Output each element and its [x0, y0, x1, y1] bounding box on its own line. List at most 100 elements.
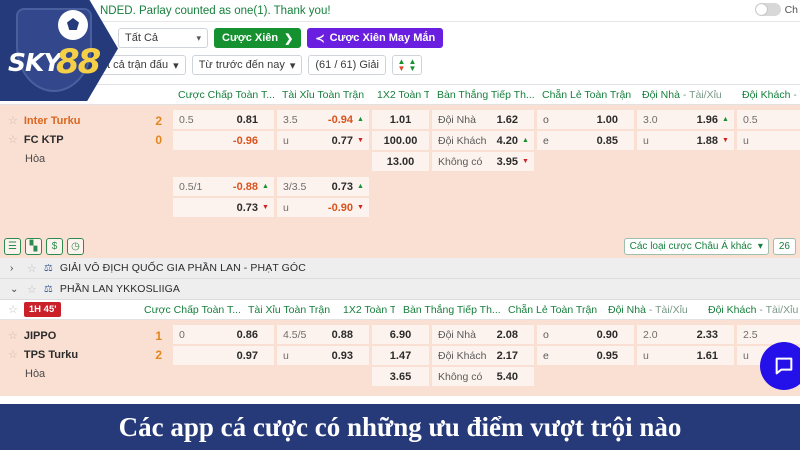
1x2-cell[interactable]: 3.65: [372, 367, 429, 386]
odds-value: 0.88: [331, 328, 353, 341]
notification-text: NDED. Parlay counted as one(1). Thank yo…: [100, 4, 331, 17]
away-over-under-cell[interactable]: u1: [737, 131, 800, 150]
next-goal-cell[interactable]: Không có 5.40: [432, 367, 534, 386]
odds-value: 0.73: [331, 180, 353, 193]
over-under-cell-2[interactable]: u -0.90 ▼: [277, 198, 369, 217]
asian-other-bets-select[interactable]: Các loại cược Châu Á khác ▾: [623, 238, 769, 255]
odd-even-cell[interactable]: e 0.85: [537, 131, 634, 150]
list-icon[interactable]: ☰: [4, 238, 21, 255]
home-over-under-cell[interactable]: 3.0 1.96 ▲: [637, 110, 734, 129]
lucky-parlay-button[interactable]: ≺ Cược Xiên May Mắn: [307, 28, 444, 48]
chat-button[interactable]: [760, 342, 800, 390]
odds-value: 1.88: [696, 134, 718, 147]
favorite-star-icon[interactable]: ☆: [27, 283, 37, 296]
odds-header-row-1: Cược Chấp Toàn T... Tài Xỉu Toàn Trận 1X2 …: [0, 85, 800, 105]
column-header-1: Tài Xỉu Toàn Trận: [248, 303, 331, 316]
chat-bubble-icon: [775, 357, 793, 375]
odds-value: -0.94: [327, 113, 353, 126]
arrow-down-icon: ▼: [522, 158, 529, 165]
next-goal-cell[interactable]: Đội Khách 4.20 ▲: [432, 131, 534, 150]
next-goal-cell[interactable]: Đội Nhà 2.08: [432, 325, 534, 344]
next-goal-column: Đội Nhà 2.08 Đội Khách 2.17 Không có 5.40: [429, 320, 534, 386]
match-1-home-line: ☆ Inter Turku 2: [8, 111, 162, 130]
over-under-cell[interactable]: u 0.77 ▼: [277, 131, 369, 150]
odds-label: Đội Khách: [438, 134, 487, 147]
trophy-icon: ⚖: [43, 262, 53, 274]
away-over-under-cell[interactable]: 0.52: [737, 110, 800, 129]
match-2-home-name: JIPPO: [23, 329, 57, 342]
odds-value: 1.00: [596, 113, 618, 126]
all-select[interactable]: Tất Cả ▾: [118, 28, 208, 48]
time-range-select[interactable]: Từ trước đến nay ▾: [191, 55, 303, 75]
chevron-right-icon[interactable]: ›: [10, 262, 14, 274]
odds-value: 1.61: [696, 349, 718, 362]
favorite-star-icon[interactable]: ☆: [8, 330, 18, 342]
arrow-up-icon: ▲: [357, 183, 364, 190]
toggle-switch[interactable]: [754, 3, 781, 16]
dollar-icon[interactable]: $: [46, 238, 63, 255]
1x2-cell[interactable]: 1.47: [372, 346, 429, 365]
odd-even-cell[interactable]: o 1.00: [537, 110, 634, 129]
toolbar-partial-select[interactable]: 26: [772, 238, 796, 255]
over-under-cell[interactable]: 4.5/5 0.88: [277, 325, 369, 344]
odd-even-cell[interactable]: e 0.95: [537, 346, 634, 365]
match-2-home-line: ☆ JIPPO 1: [8, 326, 162, 345]
odds-line: u: [283, 349, 289, 362]
next-goal-cell[interactable]: Không có 3.95 ▼: [432, 152, 534, 171]
over-under-cell-2[interactable]: 3/3.5 0.73 ▲: [277, 177, 369, 196]
leagues-count-button[interactable]: (61 / 61) Giải: [308, 55, 386, 75]
arrow-down-icon: ▼: [357, 137, 364, 144]
next-goal-cell[interactable]: Đội Nhà 1.62: [432, 110, 534, 129]
match-2-away-score: 2: [155, 347, 162, 362]
home-over-under-cell[interactable]: u 1.61: [637, 346, 734, 365]
chevron-down-icon: ▾: [289, 59, 296, 72]
odds-label: o: [543, 328, 549, 341]
1x2-cell[interactable]: 1.01: [372, 110, 429, 129]
match-2-odds-grid: 0 0.86 0.97 4.5/5 0.88 u 0.93 6.90 1.47 3.65 Đội N…: [170, 320, 800, 386]
odds-line: 3.5: [283, 113, 298, 126]
handicap-cell-2[interactable]: 0.5/1 -0.88 ▲: [173, 177, 274, 196]
match-row-2[interactable]: ☆ JIPPO 1 ☆ TPS Turku 2 Hòa 0 0.86 0.97 4.5…: [0, 320, 800, 396]
favorite-star-icon[interactable]: ☆: [8, 304, 18, 316]
handicap-cell-2[interactable]: 0.73 ▼: [173, 198, 274, 217]
favorite-star-icon[interactable]: ☆: [27, 262, 37, 275]
bar-chart-icon[interactable]: ▚: [25, 238, 42, 255]
next-goal-column: Đội Nhà 1.62 Đội Khách 4.20 ▲ Không có 3.95 ▼: [429, 105, 534, 217]
lightning-icon: ≺: [315, 32, 325, 45]
arrow-down-icon: ▼: [357, 204, 364, 211]
home-over-under-cell[interactable]: 2.0 2.33: [637, 325, 734, 344]
parlay-button[interactable]: Cược Xiên ❯: [214, 28, 302, 48]
league-row-1[interactable]: ⌄ ☆ ⚖ PHẦN LAN YKKOSLIIGA: [0, 279, 800, 300]
1x2-cell[interactable]: 13.00: [372, 152, 429, 171]
1x2-cell[interactable]: 6.90: [372, 325, 429, 344]
league-row-0[interactable]: › ☆ ⚖ GIẢI VÔ ĐỊCH QUỐC GIA PHẦN LAN - P…: [0, 258, 800, 279]
favorite-star-icon[interactable]: ☆: [8, 115, 18, 127]
notification-toggle[interactable]: Ch: [754, 3, 798, 16]
chevron-down-icon[interactable]: ⌄: [10, 283, 19, 295]
1x2-cell[interactable]: 100.00: [372, 131, 429, 150]
away-over-under-cell[interactable]: 2.51: [737, 325, 800, 344]
sort-button[interactable]: ▲ ▼ ▲ ▼: [391, 55, 422, 75]
handicap-cell[interactable]: 0.97: [173, 346, 274, 365]
favorite-star-icon[interactable]: ☆: [8, 349, 18, 361]
over-under-cell[interactable]: 3.5 -0.94 ▲: [277, 110, 369, 129]
all-select-label: Tất Cả: [125, 32, 159, 44]
1x2-column: 1.01 100.00 13.00: [369, 105, 429, 217]
match-row-1[interactable]: ☆ Inter Turku 2 ☆ FC KTP 0 Hòa 0.5 0.81 -0…: [0, 105, 800, 235]
odds-line: 0.5: [743, 113, 758, 126]
column-header-5: Đội Nhà - Tài/Xỉu: [642, 88, 722, 101]
home-over-under-cell[interactable]: u 1.88 ▼: [637, 131, 734, 150]
match-2-away-name: TPS Turku: [23, 348, 79, 361]
handicap-cell[interactable]: 0 0.86: [173, 325, 274, 344]
favorite-star-icon[interactable]: ☆: [8, 134, 18, 146]
filter-row-secondary: t cả trận đấu ▾ Từ trước đến nay ▾ (61 /…: [100, 55, 422, 75]
odd-even-cell[interactable]: o 0.90: [537, 325, 634, 344]
handicap-cell[interactable]: 0.5 0.81: [173, 110, 274, 129]
clock-icon[interactable]: ◷: [67, 238, 84, 255]
column-header-group: Cược Chấp Toàn T... Tài Xỉu Toàn Trận 1X2 …: [170, 85, 800, 104]
matches-select[interactable]: t cả trận đấu ▾: [100, 55, 186, 75]
next-goal-cell[interactable]: Đội Khách 2.17: [432, 346, 534, 365]
over-under-cell[interactable]: u 0.93: [277, 346, 369, 365]
handicap-cell[interactable]: -0.96: [173, 131, 274, 150]
odds-value: 0.73: [236, 201, 258, 214]
